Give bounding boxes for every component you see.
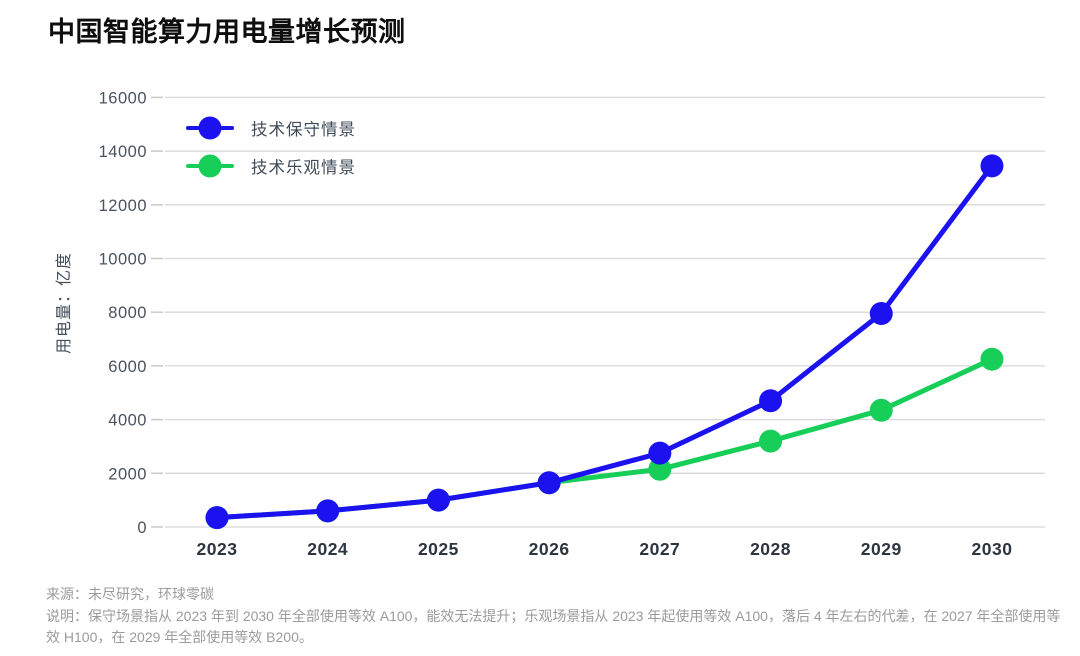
data-point-conservative-2026 <box>537 471 561 495</box>
data-point-optimistic-2029 <box>869 398 893 422</box>
data-point-optimistic-2030 <box>980 347 1004 371</box>
y-tick-label: 10000 <box>99 251 147 269</box>
x-tick-label: 2024 <box>307 539 348 559</box>
note-text: 说明：保守场景指从 2023 年到 2030 年全部使用等效 A100，能效无法… <box>46 607 1061 646</box>
data-point-optimistic-2027 <box>648 457 672 481</box>
series-line-conservative <box>214 163 995 521</box>
y-tick-label: 0 <box>137 519 147 537</box>
data-point-conservative-2028 <box>759 389 783 413</box>
data-point-conservative-2024 <box>316 499 340 523</box>
legend-entry-conservative: 技术保守情景 <box>186 114 356 142</box>
y-tick-label: 4000 <box>108 412 147 430</box>
y-axis-label: 用电量：亿度 <box>56 251 73 355</box>
x-tick-label: 2030 <box>972 539 1013 559</box>
y-tick-label: 14000 <box>99 143 147 161</box>
y-tick-label: 8000 <box>108 304 147 322</box>
chart-title: 中国智能算力用电量增长预测 <box>48 17 406 47</box>
data-point-conservative-2029 <box>869 302 893 326</box>
legend-dot-icon <box>198 154 222 178</box>
legend-label-conservative: 技术保守情景 <box>251 121 356 139</box>
chart-footer: 来源：未尽研究，环球零碳 说明：保守场景指从 2023 年到 2030 年全部使… <box>46 584 1064 649</box>
y-tick-label: 2000 <box>108 465 147 483</box>
series-line-optimistic <box>214 356 995 521</box>
data-point-conservative-2025 <box>426 488 450 512</box>
legend-entry-optimistic: 技术乐观情景 <box>186 152 356 180</box>
y-tick-label: 16000 <box>99 89 147 107</box>
data-point-optimistic-2028 <box>759 429 783 453</box>
data-point-conservative-2030 <box>980 154 1004 178</box>
line-chart: 0 2000 4000 6000 8000 10000 12000 14000 16000 202… <box>99 89 1045 559</box>
x-tick-label: 2027 <box>639 539 680 559</box>
legend-label-optimistic: 技术乐观情景 <box>251 159 356 177</box>
x-tick-label: 2026 <box>529 539 570 559</box>
source-text: 来源：未尽研究，环球零碳 <box>46 586 214 602</box>
x-tick-label: 2023 <box>197 539 238 559</box>
data-point-conservative-2027 <box>648 441 672 465</box>
y-tick-label: 6000 <box>108 358 147 376</box>
x-tick-label: 2028 <box>750 539 791 559</box>
legend-dot-icon <box>198 116 222 140</box>
legend: 技术保守情景 技术乐观情景 <box>186 114 356 190</box>
y-tick-label: 12000 <box>99 197 147 215</box>
legend-marker-conservative <box>186 116 234 140</box>
x-tick-label: 2029 <box>861 539 902 559</box>
x-tick-label: 2025 <box>418 539 459 559</box>
data-point-conservative-2023 <box>205 506 229 530</box>
legend-marker-optimistic <box>186 154 234 178</box>
